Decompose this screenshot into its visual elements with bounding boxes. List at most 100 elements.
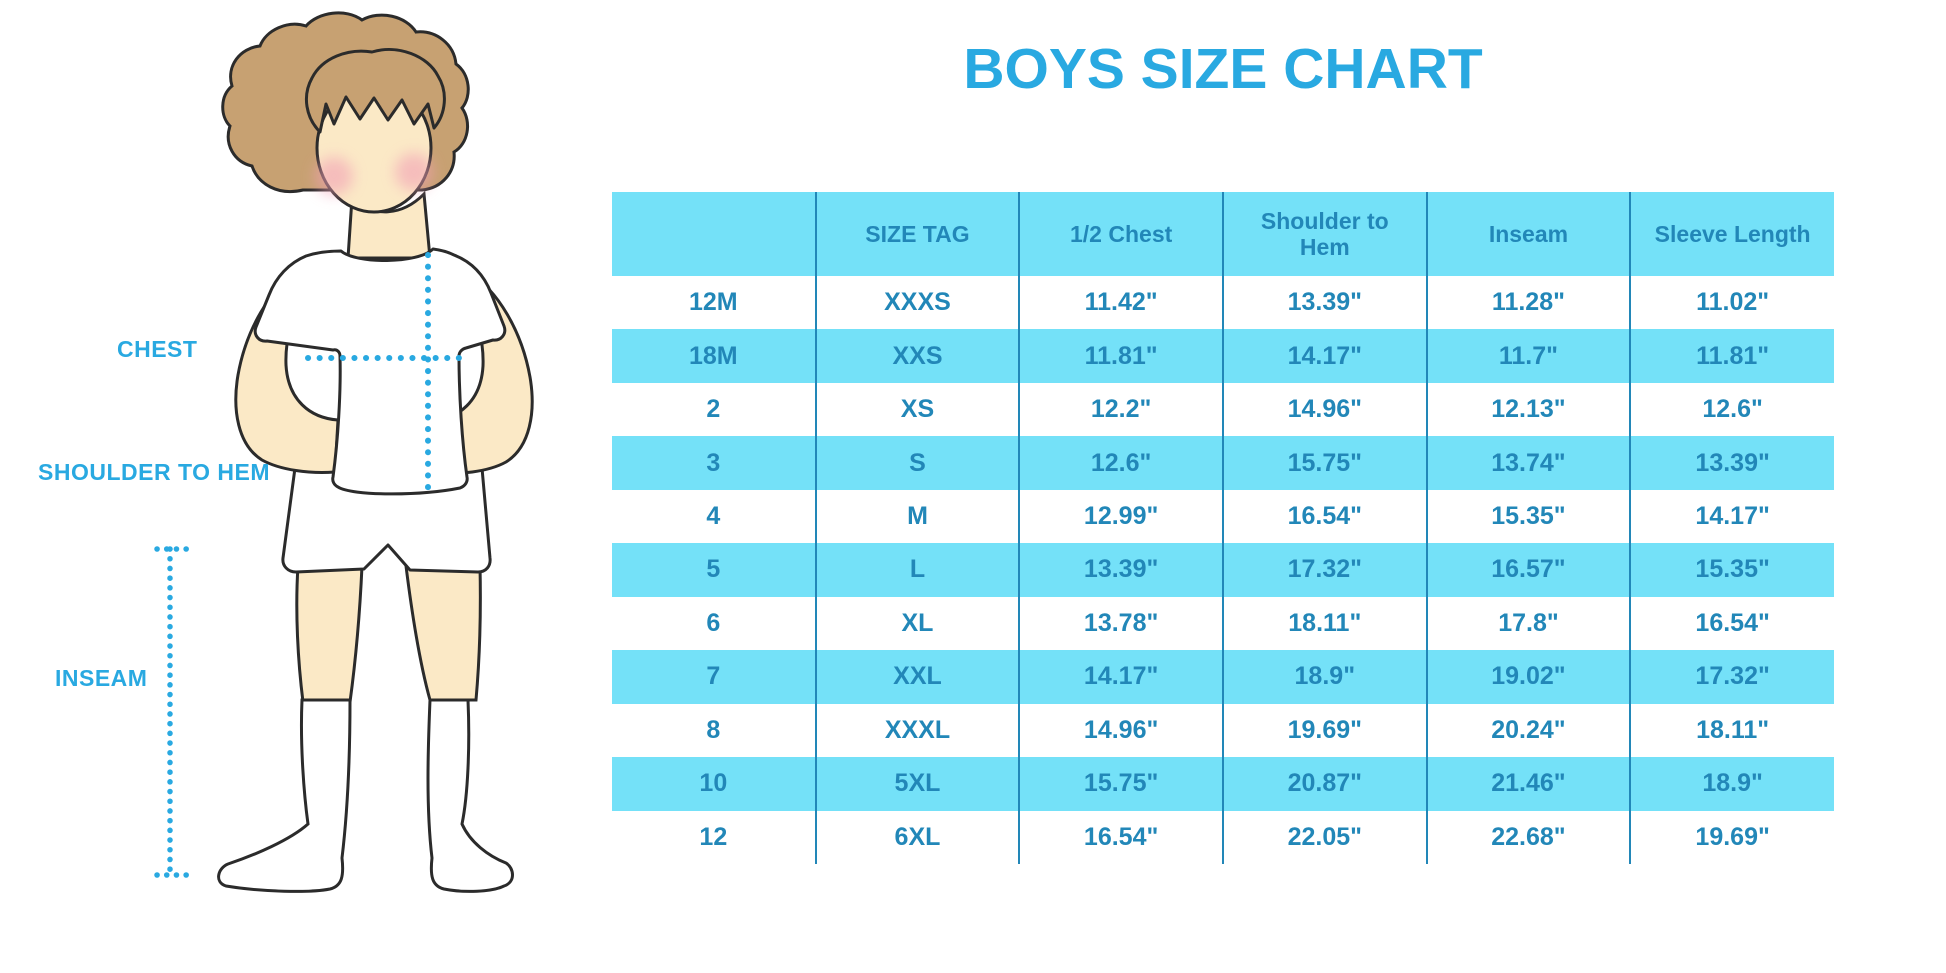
table-row: 3 S 12.6" 15.75" 13.74" 13.39" bbox=[612, 436, 1834, 490]
table-cell: 19.69" bbox=[1629, 810, 1834, 864]
table-cell: 11.02" bbox=[1629, 276, 1834, 330]
table-cell: 14.96" bbox=[1221, 382, 1427, 437]
table-cell: XL bbox=[814, 596, 1020, 651]
table-cell: XS bbox=[814, 382, 1020, 437]
inseam-label: INSEAM bbox=[55, 665, 148, 691]
table-row: 5 L 13.39" 17.32" 16.57" 15.35" bbox=[612, 543, 1834, 597]
table-row: 12M XXXS 11.42" 13.39" 11.28" 11.02" bbox=[612, 276, 1834, 330]
table-cell: 16.54" bbox=[1018, 810, 1223, 864]
table-cell: 20.87" bbox=[1221, 757, 1427, 811]
table-cell: 14.96" bbox=[1018, 703, 1223, 758]
table-cell: 18.9" bbox=[1221, 650, 1427, 704]
header-cell: Shoulder to Hem bbox=[1221, 192, 1427, 276]
table-cell: 21.46" bbox=[1425, 757, 1631, 811]
table-cell: 7 bbox=[612, 650, 816, 704]
size-chart-table: SIZE TAG 1/2 Chest Shoulder to Hem Inseam Sl… bbox=[612, 192, 1834, 864]
table-cell: 8 bbox=[706, 715, 721, 744]
table-cell: XXXL bbox=[814, 703, 1020, 758]
table-cell: 12.2" bbox=[1018, 382, 1223, 437]
table-cell: 14.17" bbox=[1221, 329, 1427, 383]
table-row: 12 6XL 16.54" 22.05" 22.68" 19.69" bbox=[612, 810, 1834, 864]
table-cell: 19.02" bbox=[1425, 650, 1631, 704]
boy-hair-fringe bbox=[304, 48, 446, 134]
table-cell: 10 bbox=[612, 757, 816, 811]
table-cell: 13.39" bbox=[1629, 436, 1834, 490]
boy-left-sock bbox=[217, 698, 352, 893]
table-row: 7 XXL 14.17" 18.9" 19.02" 17.32" bbox=[612, 650, 1834, 704]
table-row: 4 M 12.99" 16.54" 15.35" 14.17" bbox=[612, 489, 1834, 544]
table-cell: 12.99" bbox=[1018, 489, 1223, 544]
table-cell: 12M bbox=[689, 288, 738, 317]
chest-label: CHEST bbox=[117, 336, 198, 362]
table-cell: 17.32" bbox=[1221, 543, 1427, 597]
table-cell: 18.11" bbox=[1221, 596, 1427, 651]
table-cell: XXS bbox=[814, 329, 1020, 383]
table-cell: 11.81" bbox=[1629, 329, 1834, 383]
boy-measurement-illustration: CHEST SHOULDER TO HEM INSEAM bbox=[0, 0, 580, 973]
table-body: 12M XXXS 11.42" 13.39" 11.28" 11.02" 18M XXS 11.… bbox=[612, 276, 1834, 864]
table-row: 18M XXS 11.81" 14.17" 11.7" 11.81" bbox=[612, 329, 1834, 383]
table-cell: 18.11" bbox=[1629, 703, 1834, 758]
table-cell: 18M bbox=[612, 329, 816, 383]
table-cell: 13.39" bbox=[1221, 276, 1427, 330]
shoulder-to-hem-label: SHOULDER TO HEM bbox=[38, 459, 270, 485]
table-cell: 15.35" bbox=[1629, 543, 1834, 597]
table-cell: 14.17" bbox=[1018, 650, 1223, 704]
table-cell: 3 bbox=[612, 436, 816, 490]
table-cell: 14.17" bbox=[1629, 489, 1834, 544]
table-cell: XXXS bbox=[814, 276, 1020, 330]
table-cell: XXL bbox=[814, 650, 1020, 704]
boy-cheek-right bbox=[395, 153, 433, 191]
table-cell: 12.6" bbox=[1629, 382, 1834, 437]
header-cell: Sleeve Length bbox=[1629, 192, 1834, 276]
table-cell: 6XL bbox=[814, 810, 1020, 864]
table-cell: 15.35" bbox=[1425, 489, 1631, 544]
table-cell: 18.9" bbox=[1629, 757, 1834, 811]
header-cell bbox=[612, 192, 816, 276]
boy-right-sock bbox=[426, 698, 514, 893]
table-cell: 19.69" bbox=[1221, 703, 1427, 758]
table-cell: 12.13" bbox=[1425, 382, 1631, 437]
table-cell: 2 bbox=[706, 395, 721, 424]
table-cell: M bbox=[814, 489, 1020, 544]
table-cell: 15.75" bbox=[1221, 436, 1427, 490]
table-cell: 5 bbox=[612, 543, 816, 597]
table-cell: 5XL bbox=[814, 757, 1020, 811]
table-cell: 16.57" bbox=[1425, 543, 1631, 597]
header-cell: 1/2 Chest bbox=[1018, 192, 1223, 276]
boy-figure-drawing bbox=[154, 11, 534, 893]
table-cell: 11.7" bbox=[1425, 329, 1631, 383]
table-cell: 6 bbox=[706, 608, 721, 637]
table-cell: 22.05" bbox=[1221, 810, 1427, 864]
header-cell: Inseam bbox=[1425, 192, 1631, 276]
table-row: 10 5XL 15.75" 20.87" 21.46" 18.9" bbox=[612, 757, 1834, 811]
table-cell: 16.54" bbox=[1629, 596, 1834, 651]
table-cell: L bbox=[814, 543, 1020, 597]
header-row: SIZE TAG 1/2 Chest Shoulder to Hem Inseam Sl… bbox=[612, 192, 1834, 276]
boy-left-thigh bbox=[295, 564, 364, 704]
table-cell: S bbox=[814, 436, 1020, 490]
table-cell: 11.81" bbox=[1018, 329, 1223, 383]
table-row: 8 XXXL 14.96" 19.69" 20.24" 18.11" bbox=[612, 703, 1834, 758]
boy-tshirt bbox=[253, 247, 507, 496]
table-row: 2 XS 12.2" 14.96" 12.13" 12.6" bbox=[612, 382, 1834, 437]
table-cell: 11.28" bbox=[1425, 276, 1631, 330]
boy-right-thigh bbox=[404, 564, 482, 702]
table-cell: 17.8" bbox=[1425, 596, 1631, 651]
table-cell: 12.6" bbox=[1018, 436, 1223, 490]
table-cell: 20.24" bbox=[1425, 703, 1631, 758]
table-cell: 22.68" bbox=[1425, 810, 1631, 864]
page-title: BOYS SIZE CHART bbox=[963, 37, 1483, 101]
table-header: SIZE TAG 1/2 Chest Shoulder to Hem Inseam Sl… bbox=[612, 192, 1834, 276]
table-cell: 17.32" bbox=[1629, 650, 1834, 704]
table-cell: 11.42" bbox=[1018, 276, 1223, 330]
boy-cheek-left bbox=[315, 157, 353, 195]
table-cell: 4 bbox=[706, 502, 721, 531]
table-cell: 13.39" bbox=[1018, 543, 1223, 597]
table-cell: 13.78" bbox=[1018, 596, 1223, 651]
table-cell: 15.75" bbox=[1018, 757, 1223, 811]
header-cell: SIZE TAG bbox=[814, 192, 1020, 276]
table-cell: 13.74" bbox=[1425, 436, 1631, 490]
table-cell: 12 bbox=[699, 822, 728, 851]
